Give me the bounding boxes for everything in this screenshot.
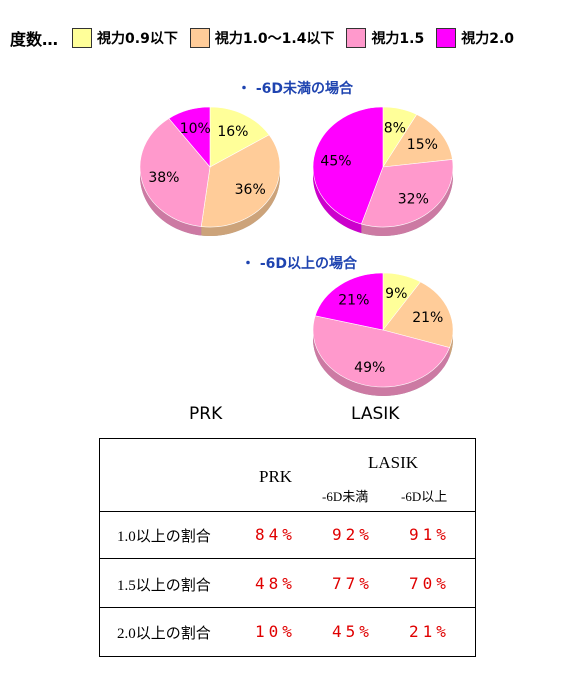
section-title-under-6d: ・ -6D未満の場合 — [237, 81, 354, 97]
results-table: PRK LASIK -6D未満 -6D以上 1.0以上の割合 84% 92% 9… — [99, 438, 476, 657]
legend-item-15: 視力1.5 — [346, 28, 424, 48]
table-divider — [100, 607, 475, 608]
pie-slice-side-10to14 — [201, 167, 280, 236]
caption-lasik: LASIK — [351, 404, 400, 424]
legend-swatch — [346, 28, 367, 48]
pie-label-10to14: 15% — [407, 137, 438, 153]
pie-slice-10to14 — [382, 114, 453, 168]
table-divider — [100, 511, 475, 512]
legend-item-10to14: 視力1.0〜1.4以下 — [189, 28, 335, 48]
pie-label-20: 10% — [180, 121, 211, 137]
legend: 度数… 視力0.9以下 視力1.0〜1.4以下 視力1.5 視力2.0 — [10, 26, 526, 50]
legend-item-20: 視力2.0 — [436, 28, 514, 48]
cell-prk: 48% — [255, 574, 296, 593]
pie-slice-10to14 — [200, 134, 281, 228]
pie-prk-under-6d: 16% 36% 38% 10% — [139, 106, 281, 236]
cell-lasik-under-6d: 77% — [332, 574, 373, 593]
legend-label: 視力2.0 — [461, 31, 515, 47]
pie-charts: 16% 36% 38% 10% 8%15% 32% 45% 9% 21% 49% 21% — [139, 106, 454, 396]
pie-label-20: 45% — [320, 154, 351, 170]
pie-slice-15 — [312, 315, 450, 388]
cell-lasik-under-6d: 45% — [332, 622, 373, 641]
pie-label-10to14: 36% — [235, 182, 266, 198]
pie-slice-15 — [139, 118, 211, 227]
pie-slice-20 — [168, 106, 211, 168]
legend-label: 視力1.5 — [371, 31, 425, 47]
pie-label-20: 21% — [338, 292, 369, 308]
legend-label: 視力0.9以下 — [97, 31, 178, 47]
legend-item-le09: 視力0.9以下 — [72, 28, 178, 48]
legend-title: 度数… — [10, 30, 59, 49]
pie-slice-10to14 — [382, 281, 454, 348]
cell-lasik-under-6d: 92% — [332, 525, 373, 544]
table-header-lasik: LASIK — [368, 453, 419, 472]
pie-label-15: 38% — [148, 170, 179, 186]
row-label: 1.0以上の割合 — [117, 529, 211, 545]
pie-slice-side-20 — [313, 167, 362, 234]
cell-prk: 84% — [255, 525, 296, 544]
pie-label-15: 32% — [398, 191, 429, 207]
pie-label-le09: 16% — [217, 124, 248, 140]
legend-swatch — [189, 28, 210, 48]
pie-slice-20 — [314, 272, 384, 331]
cell-lasik-over-6d: 21% — [409, 622, 450, 641]
cell-lasik-over-6d: 70% — [409, 574, 450, 593]
cell-lasik-over-6d: 91% — [409, 525, 450, 544]
pie-slice-le09 — [209, 106, 270, 168]
caption-prk: PRK — [189, 404, 223, 424]
legend-swatch — [436, 28, 457, 48]
pie-slice-15 — [360, 159, 454, 228]
pie-label-10to14: 21% — [412, 310, 443, 326]
legend-label: 視力1.0〜1.4以下 — [214, 31, 335, 47]
table-subheader-over-6d: -6D以上 — [401, 489, 448, 504]
row-label: 1.5以上の割合 — [117, 578, 211, 594]
pie-slice-side-15 — [313, 330, 450, 396]
pie-label-15: 49% — [354, 360, 385, 376]
pie-label-le09: 9% — [385, 286, 407, 302]
pie-slice-side-15 — [361, 167, 453, 236]
pie-slice-20 — [312, 106, 384, 225]
cell-prk: 10% — [255, 622, 296, 641]
pie-lasik-under-6d: 8%15% 32% 45% — [312, 106, 454, 236]
section-title-over-6d: ・ -6D以上の場合 — [241, 256, 358, 272]
table-header-prk: PRK — [259, 467, 293, 486]
pie-label-le09: 8% — [384, 120, 406, 136]
row-label: 2.0以上の割合 — [117, 626, 211, 642]
legend-swatch — [72, 28, 93, 48]
pie-lasik-over-6d: 9% 21% 49% 21% — [312, 272, 454, 396]
table-divider — [100, 558, 475, 559]
table-subheader-under-6d: -6D未満 — [322, 489, 369, 504]
